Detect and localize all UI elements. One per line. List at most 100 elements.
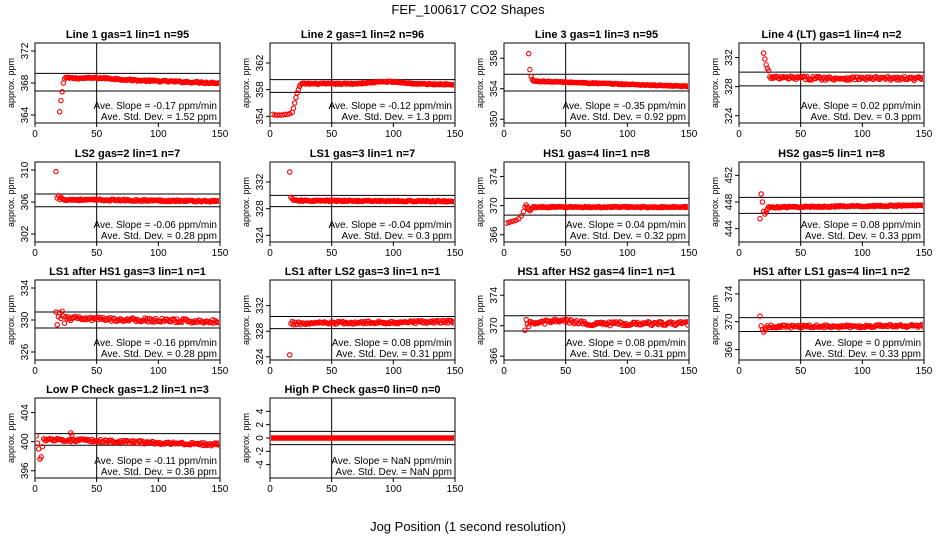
panel-14-ytick-label: 0 (255, 435, 266, 441)
panel-13-point (129, 438, 136, 444)
panel-13-point (166, 440, 173, 446)
panel-13-ytick-label: 404 (20, 404, 31, 421)
panel-1-slope-text: Ave. Slope = -0.17 ppm/min (94, 101, 218, 112)
panel-5-slope-text: Ave. Slope = -0.06 ppm/min (94, 220, 218, 231)
panel-12-point (902, 323, 909, 329)
panel-9-point (138, 318, 144, 325)
panel-8-xtick-label: 50 (795, 248, 807, 259)
panel-3-title: Line 3 gas=1 lin=3 n=95 (535, 29, 658, 41)
panel-4-point (823, 75, 830, 81)
panel-9-std-text: Ave. Std. Dev. = 0.28 ppm (101, 349, 217, 360)
panel-3-xtick-label: 100 (619, 129, 636, 140)
panel-1-point (195, 79, 201, 85)
panel-8-xtick-label: 100 (854, 248, 871, 259)
panel-10-xtick-label: 150 (447, 366, 464, 377)
panel-6-xtick-label: 100 (385, 248, 402, 259)
panel-2-point (452, 82, 454, 88)
panel-6-marks (286, 169, 454, 205)
panel-6-xtick-label: 0 (267, 248, 273, 259)
panel-10-slope-text: Ave. Slope = 0.08 ppm/min (332, 338, 452, 349)
panel-4-point (765, 67, 772, 74)
panel-13-point (203, 441, 210, 447)
panel-7-point (686, 204, 688, 210)
panel-5-ytick-label: 306 (20, 193, 31, 210)
panel-4-xtick-label: 50 (795, 129, 807, 140)
panel-5-point (143, 198, 149, 204)
panel-2-point (290, 105, 297, 112)
panel-5: LS2 gas=2 lin=1 n=7 0 50 100 150 302 306 310 app… (6, 148, 229, 259)
panel-9-point (199, 319, 206, 325)
panel-14-xtick-label: 50 (326, 484, 338, 495)
panel-6-title: LS1 gas=3 lin=1 n=7 (310, 148, 415, 160)
panel-1-ytick-label: 368 (20, 74, 31, 91)
panel-9-point (172, 319, 179, 326)
panel-10-point (452, 319, 454, 325)
panel-8-point (758, 191, 764, 197)
panel-6: LS1 gas=3 lin=1 n=7 0 50 100 150 324 328 332 app… (241, 148, 464, 259)
panel-6-point (452, 199, 454, 205)
panel-12-plot-box (738, 279, 925, 361)
panel-11-ylabel: approx. ppm (475, 295, 485, 345)
panel-2-title: Line 2 gas=1 lin=2 n=96 (301, 29, 424, 41)
panel-14-xtick-label: 0 (267, 484, 273, 495)
panel-2-std-text: Ave. Std. Dev. = 1.3 ppm (341, 112, 452, 123)
panel-1-xtick-label: 50 (91, 129, 103, 140)
panel-12-point (810, 324, 816, 331)
panel-11-point (578, 318, 585, 324)
panel-3-point (686, 83, 688, 89)
panel-6-point (296, 198, 303, 204)
panel-13-point (38, 454, 44, 460)
panel-4-xtick-label: 100 (854, 129, 871, 140)
panel-5-xtick-label: 0 (32, 248, 38, 259)
panel-10-marks (286, 317, 454, 358)
panel-7-ylabel: approx. ppm (475, 177, 485, 227)
panel-13-marks (36, 430, 219, 462)
panel-11-ytick-label: 366 (489, 347, 500, 364)
panel-5-point (132, 198, 138, 204)
panel-9: LS1 after HS1 gas=3 lin=1 n=1 0 50 100 150 32… (6, 266, 229, 377)
panel-1-xtick-label: 150 (212, 129, 229, 140)
panel-13-point (216, 441, 219, 448)
panel-7-std-text: Ave. Std. Dev. = 0.32 ppm (570, 231, 686, 242)
panel-1-point (129, 77, 136, 84)
panel-2-ytick-label: 362 (255, 54, 266, 71)
panel-10-point (286, 352, 293, 358)
panel-8-slope-text: Ave. Slope = 0.08 ppm/min (801, 220, 921, 231)
panel-9-point (54, 322, 60, 328)
panel-13: Low P Check gas=1.2 lin=1 n=3 0 50 100 150 39… (6, 384, 229, 495)
panel-8-ytick-label: 444 (724, 220, 735, 237)
panel-10-ytick-label: 324 (255, 348, 266, 365)
panel-13-title: Low P Check gas=1.2 lin=1 n=3 (46, 384, 209, 396)
panel-11-title: HS1 after HS2 gas=4 lin=1 n=1 (517, 266, 675, 278)
panel-11-xtick-label: 50 (560, 366, 572, 377)
panel-9-marks (53, 308, 219, 328)
panel-13-xtick-label: 100 (150, 484, 167, 495)
panel-9-point (53, 309, 59, 315)
panel-2-point (295, 86, 302, 93)
panel-11-marks (522, 316, 688, 334)
panel-14-ytick-label: -2 (255, 446, 266, 455)
panel-5-ytick-label: 310 (20, 161, 31, 178)
panel-12-point (920, 321, 923, 328)
panel-11-point (522, 327, 528, 334)
panel-13-slope-text: Ave. Slope = -0.11 ppm/min (94, 456, 217, 467)
panel-9-title: LS1 after HS1 gas=3 lin=1 n=1 (49, 266, 206, 278)
panel-4-title: Line 4 (LT) gas=1 lin=4 n=2 (761, 29, 901, 41)
panel-14-std-text: Ave. Std. Dev. = NaN ppm (335, 467, 452, 478)
panel-9-point (101, 316, 107, 322)
panel-7-point (506, 219, 512, 226)
panel-8-point (757, 215, 763, 222)
panel-7-point (657, 204, 664, 211)
panel-12-point (892, 322, 899, 329)
panel-8-marks (757, 191, 923, 222)
panel-11-xtick-label: 150 (681, 366, 698, 377)
panel-12-xtick-label: 100 (854, 366, 871, 377)
panel-4-point (760, 50, 767, 56)
panel-8-std-text: Ave. Std. Dev. = 0.33 ppm (805, 231, 921, 242)
panel-11-xtick-label: 0 (501, 366, 507, 377)
panel-6-ytick-label: 332 (255, 173, 266, 190)
panel-2-ytick-label: 354 (255, 108, 266, 125)
panel-3-slope-text: Ave. Slope = -0.35 ppm/min (563, 101, 687, 112)
panel-1-point (59, 89, 65, 95)
panel-10-ytick-label: 332 (255, 297, 266, 314)
